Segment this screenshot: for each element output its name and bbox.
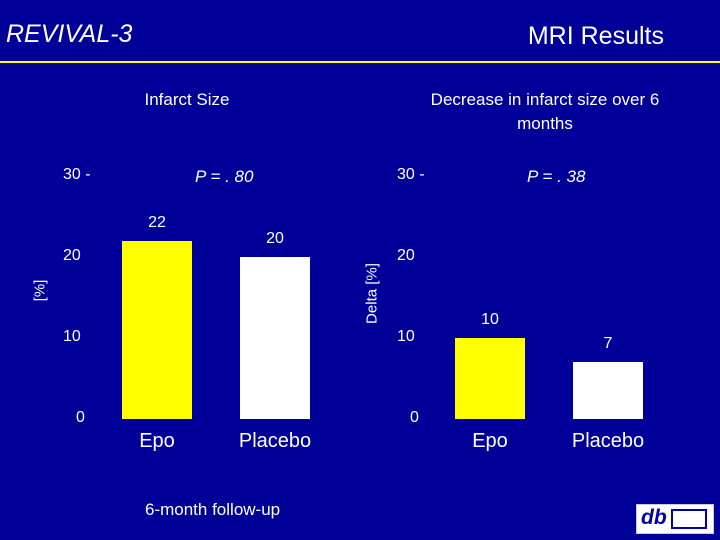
- chart1-ytick-label: 10: [63, 328, 81, 345]
- slide-heading: MRI Results: [527, 22, 664, 50]
- chart1-ylabel: [%]: [31, 279, 49, 302]
- chart1-bar-placebo: [240, 257, 310, 419]
- chart1-value-label: 22: [148, 213, 166, 231]
- chart2-category-label: Epo: [472, 430, 508, 452]
- tum-logo-icon: [671, 509, 707, 529]
- chart2-bar-placebo: [573, 362, 643, 419]
- footnote: 6-month follow-up: [145, 500, 281, 519]
- chart2-ytick-label: 0: [410, 409, 419, 426]
- chart1-ytick-label: 30 -: [63, 166, 91, 183]
- chart1-title: Infarct Size: [144, 90, 230, 109]
- chart1-bar-epo: [122, 240, 192, 419]
- slide-title: REVIVAL-3: [6, 20, 133, 48]
- chart2-bar-epo: [455, 338, 525, 419]
- chart2-p-value: P = . 38: [527, 167, 586, 186]
- chart2-category-label: Placebo: [571, 430, 645, 452]
- chart2-title: Decrease in infarct size over 6 months: [430, 90, 660, 133]
- chart2-value-label: 10: [481, 311, 499, 328]
- chart1-ytick-label: 0: [76, 409, 85, 426]
- chart2-ytick-label: 30 -: [397, 166, 425, 183]
- chart2-ylabel: Delta [%]: [363, 263, 381, 324]
- chart1-p-value: P = . 80: [195, 167, 254, 186]
- title-rule: [0, 61, 720, 63]
- chart1-value-label: 20: [266, 230, 284, 247]
- db-tum-logo-icon: db: [636, 504, 714, 534]
- chart2-value-label: 7: [603, 335, 613, 353]
- db-logo-icon: db: [641, 506, 667, 529]
- chart1-category-label: Placebo: [238, 430, 312, 452]
- chart1-ytick-label: 20: [63, 247, 81, 264]
- chart2-ytick-label: 20: [397, 247, 415, 264]
- chart1-category-label: Epo: [139, 430, 175, 452]
- chart2-ytick-label: 10: [397, 328, 415, 345]
